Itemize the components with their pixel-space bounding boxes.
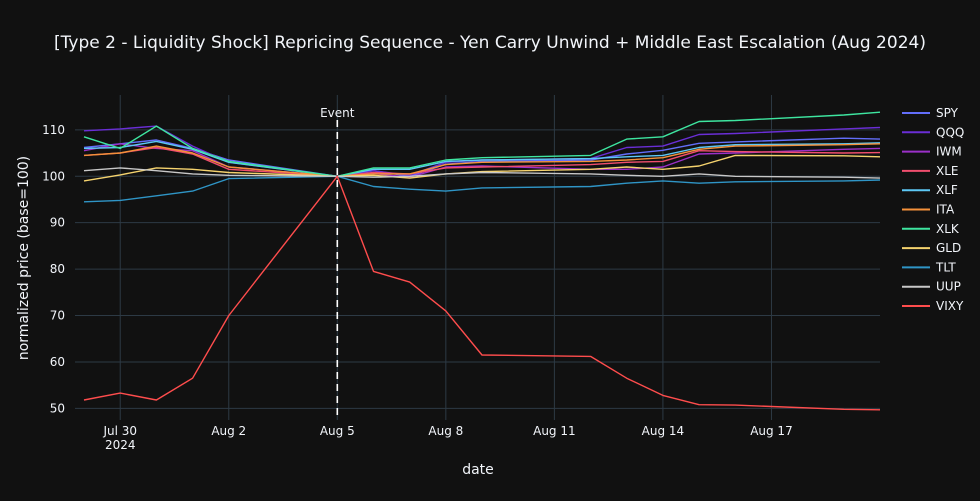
legend-item-ita[interactable]: ITA [902,203,955,217]
y-tick-label: 70 [50,309,65,323]
legend-item-iwm[interactable]: IWM [902,145,962,159]
series-line-xle [83,146,881,178]
legend-item-qqq[interactable]: QQQ [902,125,964,139]
grid-lines [75,95,880,420]
series-line-vixy [83,175,881,411]
legend-item-xle[interactable]: XLE [902,164,959,178]
x-tick-label: Aug 2 [211,424,246,438]
legend-label: XLK [936,222,960,236]
legend-label: VIXY [936,299,964,313]
x-tick-label: Aug 14 [642,424,685,438]
legend-label: SPY [936,106,959,120]
series-line-ita [83,143,881,178]
y-tick-label: 100 [42,169,65,183]
event-marker: Event [320,106,355,420]
legend-item-spy[interactable]: SPY [902,106,959,120]
legend-item-tlt[interactable]: TLT [902,260,956,274]
legend-label: XLE [936,164,959,178]
legend-label: TLT [935,260,956,274]
series-lines [83,111,881,411]
y-tick-label: 50 [50,401,65,415]
legend-label: IWM [936,145,962,159]
x-axis-title: date [462,462,494,478]
legend-item-vixy[interactable]: VIXY [902,299,964,313]
y-tick-label: 110 [42,123,65,137]
series-line-qqq [83,125,881,178]
legend-label: QQQ [936,125,964,139]
x-tick-label: Aug 17 [750,424,793,438]
x-tick-label: Aug 8 [428,424,463,438]
legend-item-gld[interactable]: GLD [902,241,961,255]
legend-item-xlf[interactable]: XLF [902,183,958,197]
legend-item-xlk[interactable]: XLK [902,222,960,236]
legend-label: XLF [936,183,958,197]
x-tick-label: Jul 30 [102,424,137,438]
legend[interactable]: SPY QQQ IWM XLE XLF ITA XLK GLD TLT UUP VIXY [902,106,964,313]
legend-item-uup[interactable]: UUP [902,280,961,294]
chart-title: [Type 2 - Liquidity Shock] Repricing Seq… [54,33,926,53]
y-tick-label: 80 [50,262,65,276]
legend-label: GLD [936,241,961,255]
y-tick-label: 60 [50,355,65,369]
y-tick-label: 90 [50,216,65,230]
legend-label: UUP [936,280,961,294]
y-axis-ticks: 50 60 70 80 90 100 110 [42,123,65,416]
series-line-tlt [83,175,881,203]
legend-label: ITA [936,203,955,217]
series-line-xlf [83,140,881,178]
y-axis-title: normalized price (base=100) [16,156,32,360]
x-tick-label: Aug 11 [533,424,576,438]
series-line-xlk [83,111,881,178]
series-line-uup [83,167,881,179]
x-tick-label: Aug 5 [320,424,355,438]
event-label: Event [320,106,355,120]
series-line-iwm [83,143,881,178]
x-tick-year-label: 2024 [105,438,136,452]
